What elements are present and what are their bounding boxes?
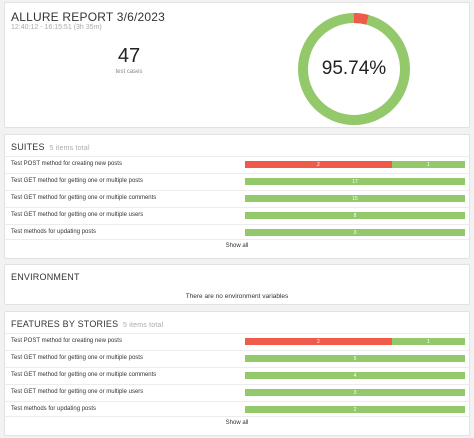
feature-row-name: Test POST method for creating new posts	[11, 338, 122, 344]
features-widget: FEATURES BY STORIES 5 items total Test P…	[4, 311, 470, 436]
feature-row[interactable]: Test methods for updating posts 2	[5, 401, 469, 418]
feature-row-name: Test GET method for getting one or multi…	[11, 355, 143, 361]
divider	[5, 239, 469, 240]
suites-list: Test POST method for creating new posts 2…	[5, 156, 469, 241]
passed-segment: 8	[245, 212, 465, 219]
report-title: ALLURE REPORT 3/6/2023	[11, 10, 166, 24]
suite-row-name: Test methods for updating posts	[11, 229, 97, 235]
features-list: Test POST method for creating new posts 2…	[5, 333, 469, 418]
suites-item-count: 5 items total	[49, 145, 90, 152]
suites-widget: SUITES 5 items total Test POST method fo…	[4, 134, 470, 259]
suite-row-name: Test GET method for getting one or multi…	[11, 195, 157, 201]
passed-segment: 2	[245, 406, 465, 413]
status-bar: 8	[245, 212, 465, 219]
status-bar: 17	[245, 178, 465, 185]
status-bar: 3	[245, 229, 465, 236]
passed-segment: 4	[245, 372, 465, 379]
success-rate-percent: 95.74%	[321, 58, 387, 79]
feature-row[interactable]: Test GET method for getting one or multi…	[5, 350, 469, 367]
feature-row[interactable]: Test GET method for getting one or multi…	[5, 367, 469, 384]
total-test-label: test cases	[115, 69, 143, 75]
status-bar: 3	[245, 389, 465, 396]
report-time-range: 12:40:12 - 16:15:51 (3h 35m)	[11, 24, 102, 31]
passed-segment: 17	[245, 178, 465, 185]
donut-failed-arc	[298, 13, 410, 125]
environment-widget: ENVIRONMENT There are no environment var…	[4, 264, 470, 305]
feature-row[interactable]: Test POST method for creating new posts 2…	[5, 333, 469, 350]
status-bar: 4	[245, 372, 465, 379]
features-show-all-link[interactable]: Show all	[225, 420, 249, 426]
suite-row[interactable]: Test methods for updating posts 3	[5, 224, 469, 241]
passed-segment: 3	[245, 229, 465, 236]
passed-segment: 3	[245, 389, 465, 396]
feature-row-name: Test GET method for getting one or multi…	[11, 389, 144, 395]
feature-row-name: Test GET method for getting one or multi…	[11, 372, 157, 378]
failed-segment: 2	[245, 161, 392, 168]
suite-row-name: Test GET method for getting one or multi…	[11, 212, 144, 218]
status-bar: 2	[245, 406, 465, 413]
failed-segment: 2	[245, 338, 392, 345]
environment-title: ENVIRONMENT	[11, 272, 80, 282]
suite-row-name: Test POST method for creating new posts	[11, 161, 122, 167]
feature-row-name: Test methods for updating posts	[11, 406, 97, 412]
total-test-count: 47	[117, 45, 141, 67]
suites-show-all-link[interactable]: Show all	[225, 243, 249, 249]
suite-row[interactable]: Test GET method for getting one or multi…	[5, 173, 469, 190]
summary-widget: ALLURE REPORT 3/6/2023 12:40:12 - 16:15:…	[4, 2, 470, 128]
features-header: FEATURES BY STORIES 5 items total	[11, 319, 163, 329]
features-item-count: 5 items total	[123, 322, 164, 329]
passed-segment: 1	[391, 161, 465, 168]
feature-row[interactable]: Test GET method for getting one or multi…	[5, 384, 469, 401]
passed-segment: 1	[391, 338, 465, 345]
divider	[5, 416, 469, 417]
suite-row-name: Test GET method for getting one or multi…	[11, 178, 143, 184]
suite-row[interactable]: Test GET method for getting one or multi…	[5, 207, 469, 224]
suites-header: SUITES 5 items total	[11, 142, 90, 152]
status-bar: 15	[245, 195, 465, 202]
suites-title: SUITES	[11, 142, 45, 152]
passed-segment: 15	[245, 195, 465, 202]
features-title: FEATURES BY STORIES	[11, 319, 119, 329]
suite-row[interactable]: Test POST method for creating new posts 2…	[5, 156, 469, 173]
suite-row[interactable]: Test GET method for getting one or multi…	[5, 190, 469, 207]
success-rate-donut[interactable]	[297, 12, 411, 126]
environment-empty-message: There are no environment variables	[185, 293, 289, 300]
passed-segment: 5	[245, 355, 465, 362]
status-bar: 5	[245, 355, 465, 362]
